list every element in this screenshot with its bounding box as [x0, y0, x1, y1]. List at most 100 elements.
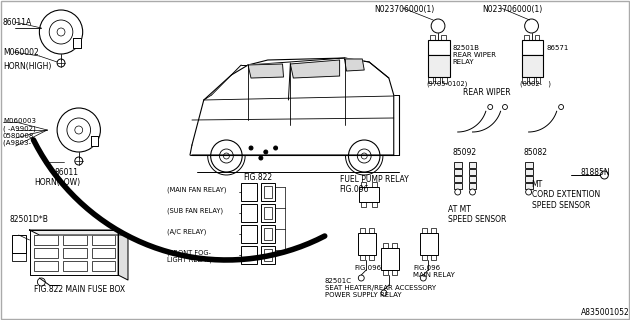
Polygon shape	[344, 59, 364, 71]
Bar	[435, 77, 440, 83]
Bar	[63, 261, 86, 271]
Bar	[264, 249, 272, 261]
Text: REAR WIPER: REAR WIPER	[463, 88, 510, 97]
Bar	[92, 248, 115, 258]
Bar	[264, 207, 272, 219]
Circle shape	[488, 105, 493, 109]
Bar	[35, 261, 58, 271]
Text: HORN(LOW): HORN(LOW)	[35, 178, 81, 187]
Bar	[63, 235, 86, 245]
Bar	[361, 182, 366, 187]
Bar	[360, 255, 365, 260]
Text: 86571: 86571	[547, 45, 569, 51]
Circle shape	[559, 105, 564, 109]
Polygon shape	[248, 64, 284, 78]
Bar	[525, 176, 532, 182]
Text: (9705-0102): (9705-0102)	[426, 80, 468, 86]
Text: (0002-   ): (0002- )	[520, 80, 551, 86]
Text: N023706000(1): N023706000(1)	[374, 5, 435, 14]
Circle shape	[264, 150, 268, 154]
Circle shape	[37, 278, 45, 286]
Bar	[468, 169, 476, 175]
Bar	[361, 202, 366, 207]
Text: 82501D*B: 82501D*B	[10, 215, 49, 224]
Bar	[261, 246, 275, 264]
Circle shape	[211, 140, 242, 172]
Text: 86011A: 86011A	[3, 18, 32, 27]
Bar	[522, 77, 527, 83]
Bar	[35, 248, 58, 258]
Bar	[468, 183, 476, 189]
Text: FIG.822 MAIN FUSE BOX: FIG.822 MAIN FUSE BOX	[35, 285, 125, 294]
Bar	[441, 35, 446, 40]
Bar	[529, 77, 534, 83]
Text: 85082: 85082	[524, 148, 548, 157]
Bar	[383, 270, 388, 275]
Bar	[522, 40, 543, 55]
Text: 81885N: 81885N	[580, 168, 611, 177]
Bar	[12, 235, 26, 253]
Bar	[35, 235, 58, 245]
Bar	[369, 228, 374, 233]
Circle shape	[249, 146, 253, 150]
Circle shape	[75, 126, 83, 134]
Bar	[359, 187, 379, 202]
Bar	[420, 233, 438, 255]
Bar	[261, 204, 275, 222]
Bar	[536, 77, 540, 83]
Bar	[525, 183, 532, 189]
Bar	[422, 255, 428, 260]
Bar	[261, 225, 275, 243]
Circle shape	[361, 153, 367, 159]
Bar	[525, 169, 532, 175]
Text: N023706000(1): N023706000(1)	[483, 5, 543, 14]
Bar	[261, 183, 275, 201]
Bar	[241, 183, 257, 201]
Bar	[383, 243, 388, 248]
Circle shape	[431, 19, 445, 33]
Polygon shape	[29, 230, 128, 235]
Bar	[92, 235, 115, 245]
Bar	[241, 246, 257, 264]
Text: (MAIN FAN RELAY): (MAIN FAN RELAY)	[167, 186, 227, 193]
Polygon shape	[91, 136, 99, 146]
Text: MT
CORD EXTENTION
SPEED SENSOR: MT CORD EXTENTION SPEED SENSOR	[532, 180, 600, 210]
Circle shape	[67, 118, 91, 142]
Polygon shape	[192, 58, 394, 155]
Bar	[369, 255, 374, 260]
Bar	[428, 77, 433, 83]
Bar	[430, 35, 435, 40]
Text: AT MT
SPEED SENSOR: AT MT SPEED SENSOR	[448, 205, 506, 224]
Bar	[241, 225, 257, 243]
Text: HORN(HIGH): HORN(HIGH)	[3, 62, 51, 71]
Bar	[92, 261, 115, 271]
Bar	[372, 182, 377, 187]
Circle shape	[57, 108, 100, 152]
Polygon shape	[291, 60, 340, 78]
Text: FIG.096: FIG.096	[355, 265, 381, 271]
Bar	[468, 162, 476, 168]
Polygon shape	[118, 230, 128, 280]
Bar	[422, 228, 428, 233]
Bar	[454, 169, 461, 175]
Bar	[358, 233, 376, 255]
Circle shape	[259, 156, 263, 160]
Circle shape	[600, 171, 609, 179]
Circle shape	[57, 28, 65, 36]
Text: 82501B
REAR WIPER
RELAY: 82501B REAR WIPER RELAY	[453, 45, 496, 65]
Bar	[428, 40, 450, 55]
Bar	[468, 176, 476, 182]
Bar	[241, 204, 257, 222]
Bar	[454, 183, 461, 189]
Text: (A/C RELAY): (A/C RELAY)	[167, 228, 207, 235]
Bar	[442, 77, 447, 83]
Text: A835001052: A835001052	[580, 308, 630, 317]
Bar	[431, 255, 436, 260]
Bar	[431, 228, 436, 233]
Bar	[63, 248, 86, 258]
Bar	[392, 243, 397, 248]
Bar	[381, 248, 399, 270]
Bar	[524, 35, 529, 40]
Bar	[534, 35, 540, 40]
Bar	[428, 55, 450, 77]
